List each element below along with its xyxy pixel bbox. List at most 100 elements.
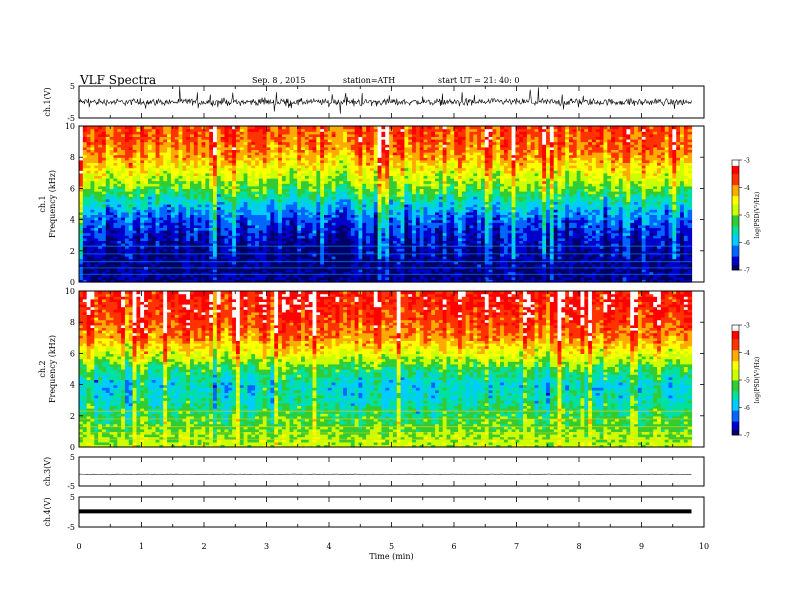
spectrogram-cell — [327, 237, 333, 241]
spectrogram-cell — [358, 276, 363, 280]
spectrogram-cell — [163, 276, 168, 280]
spectrogram-cell — [664, 214, 670, 218]
spectrogram-cell — [457, 261, 463, 265]
spectrogram-cell — [515, 271, 520, 275]
spectrogram-cell — [297, 214, 302, 218]
spectrogram-cell — [660, 209, 666, 213]
spectrogram-cell — [262, 248, 268, 252]
spectrogram-cell — [354, 232, 360, 236]
spectrogram-cell — [530, 274, 536, 278]
spectrogram-cell — [404, 263, 409, 267]
spectrogram-cell — [614, 245, 620, 249]
spectrogram-cell — [389, 222, 394, 226]
spectrogram-cell — [86, 237, 92, 241]
spectrogram-cell — [618, 224, 624, 228]
spectrogram-cell — [435, 232, 440, 236]
spectrogram-cell — [212, 253, 218, 257]
spectrogram-cell — [170, 250, 176, 254]
spectrogram-cell — [190, 258, 195, 262]
spectrogram-cell — [507, 201, 513, 205]
spectrogram-cell — [622, 258, 628, 262]
spectrogram-cell — [561, 222, 566, 226]
spectrogram-cell — [465, 258, 471, 262]
spectrogram-cell — [121, 263, 126, 267]
spectrogram-cell — [680, 219, 685, 223]
spectrogram-cell — [687, 256, 693, 260]
spectrogram-cell — [553, 243, 559, 247]
spectrogram-cell — [404, 201, 409, 205]
spectrogram-cell — [419, 209, 425, 213]
spectrogram-cell — [308, 230, 314, 234]
spectrogram-cell — [557, 279, 562, 283]
spectrogram-cell — [584, 261, 589, 265]
spectrogram-cell — [373, 211, 379, 215]
spectrogram-cell — [346, 263, 352, 267]
spectrogram-cell — [239, 204, 245, 208]
spectrogram-cell — [358, 250, 363, 254]
spectrogram-cell — [496, 209, 501, 213]
spectrogram-cell — [113, 245, 118, 249]
spectrogram-cell — [645, 204, 650, 208]
spectrogram-cell — [603, 211, 608, 215]
spectrogram-cell — [431, 250, 436, 254]
spectrogram-cell — [599, 224, 605, 228]
spectrogram-cell — [324, 209, 329, 213]
spectrogram-cell — [377, 201, 383, 205]
spectrogram-cell — [423, 240, 428, 244]
spectrogram-cell — [450, 263, 455, 267]
spectrogram-cell — [312, 201, 317, 205]
spectrogram-cell — [289, 245, 294, 249]
spectrogram-cell — [82, 206, 88, 210]
spectrogram-cell — [457, 263, 463, 267]
spectrogram-cell — [362, 211, 367, 215]
spectrogram-cell — [205, 261, 210, 265]
spectrogram-cell — [255, 263, 260, 267]
spectrogram-cell — [492, 206, 497, 210]
spectrogram-cell — [419, 279, 425, 283]
spectrogram-cell — [553, 217, 559, 221]
spectrogram-cell — [350, 245, 356, 249]
spectrogram-cell — [630, 224, 635, 228]
spectrogram-cell — [465, 253, 471, 257]
spectrogram-cell — [637, 214, 643, 218]
spectrogram-cell — [101, 211, 107, 215]
spectrogram-cell — [304, 211, 310, 215]
spectrogram-cell — [209, 211, 214, 215]
spectrogram-cell — [645, 219, 650, 223]
spectrogram-cell — [599, 245, 605, 249]
spectrogram-cell — [389, 211, 394, 215]
spectrogram-cell — [350, 230, 356, 234]
spectrogram-cell — [618, 271, 624, 275]
spectrogram-cell — [496, 258, 501, 262]
spectrogram-cell — [668, 219, 673, 223]
spectrogram-cell — [634, 217, 639, 221]
spectrogram-cell — [484, 276, 490, 280]
spectrogram-cell — [151, 227, 157, 231]
spectrogram-cell — [90, 258, 95, 262]
spectrogram-cell — [415, 250, 421, 254]
spectrogram-cell — [224, 209, 229, 213]
spectrogram-cell — [427, 250, 432, 254]
spectrogram-cell — [664, 224, 670, 228]
spectrogram-cell — [607, 230, 612, 234]
spectrogram-cell — [324, 253, 329, 257]
spectrogram-cell — [174, 235, 180, 239]
spectrogram-cell — [220, 253, 226, 257]
spectrogram-cell — [216, 206, 222, 210]
spectrogram-cell — [676, 206, 681, 210]
spectrogram-cell — [350, 237, 356, 241]
spectrogram-cell — [488, 261, 494, 265]
spectrogram-cell — [155, 237, 160, 241]
spectrogram-cell — [239, 253, 245, 257]
spectrogram-cell — [653, 256, 658, 260]
spectrogram-cell — [350, 256, 356, 260]
spectrogram-cell — [224, 274, 229, 278]
spectrogram-cell — [86, 279, 92, 283]
spectrogram-cell — [144, 227, 149, 231]
spectrogram-cell — [438, 230, 444, 234]
spectrogram-cell — [687, 253, 693, 257]
spectrogram-cell — [308, 250, 314, 254]
spectrogram-cell — [201, 274, 206, 278]
spectrogram-cell — [343, 209, 348, 213]
spectrogram-cell — [101, 269, 107, 273]
